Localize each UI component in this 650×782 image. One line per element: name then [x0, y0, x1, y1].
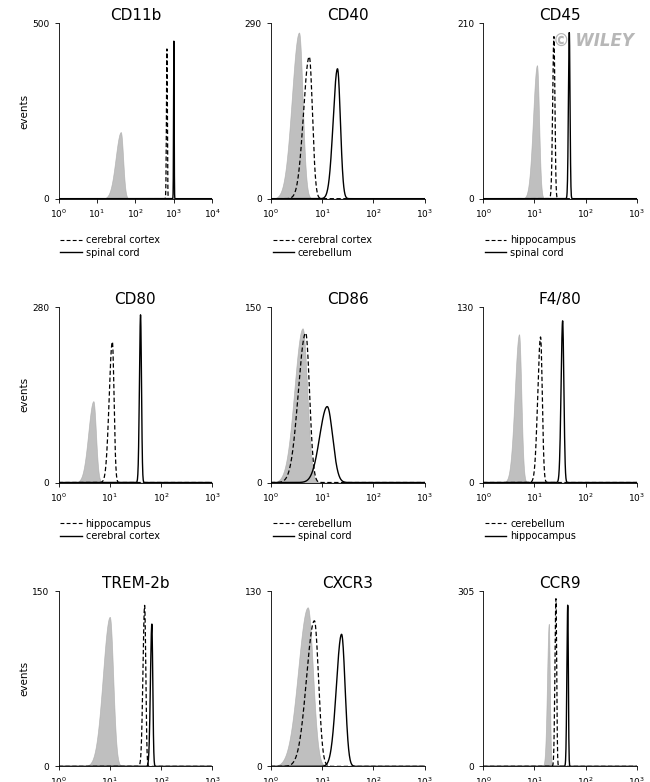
Legend: hippocampus, spinal cord: hippocampus, spinal cord — [485, 235, 576, 257]
Y-axis label: events: events — [20, 94, 29, 128]
Title: CCR9: CCR9 — [540, 576, 581, 591]
Title: CD11b: CD11b — [110, 9, 161, 23]
Legend: cerebellum, spinal cord: cerebellum, spinal cord — [272, 519, 352, 541]
Title: TREM-2b: TREM-2b — [101, 576, 169, 591]
Y-axis label: events: events — [20, 378, 29, 412]
Title: CD40: CD40 — [327, 9, 369, 23]
Title: CD45: CD45 — [540, 9, 581, 23]
Legend: cerebral cortex, cerebellum: cerebral cortex, cerebellum — [272, 235, 372, 257]
Legend: cerebellum, hippocampus: cerebellum, hippocampus — [485, 519, 576, 541]
Legend: cerebral cortex, spinal cord: cerebral cortex, spinal cord — [60, 235, 159, 257]
Legend: hippocampus, cerebral cortex: hippocampus, cerebral cortex — [60, 519, 159, 541]
Title: CD86: CD86 — [327, 292, 369, 307]
Text: © WILEY: © WILEY — [554, 32, 634, 50]
Title: F4/80: F4/80 — [539, 292, 582, 307]
Title: CXCR3: CXCR3 — [322, 576, 373, 591]
Y-axis label: events: events — [20, 662, 29, 696]
Title: CD80: CD80 — [114, 292, 156, 307]
